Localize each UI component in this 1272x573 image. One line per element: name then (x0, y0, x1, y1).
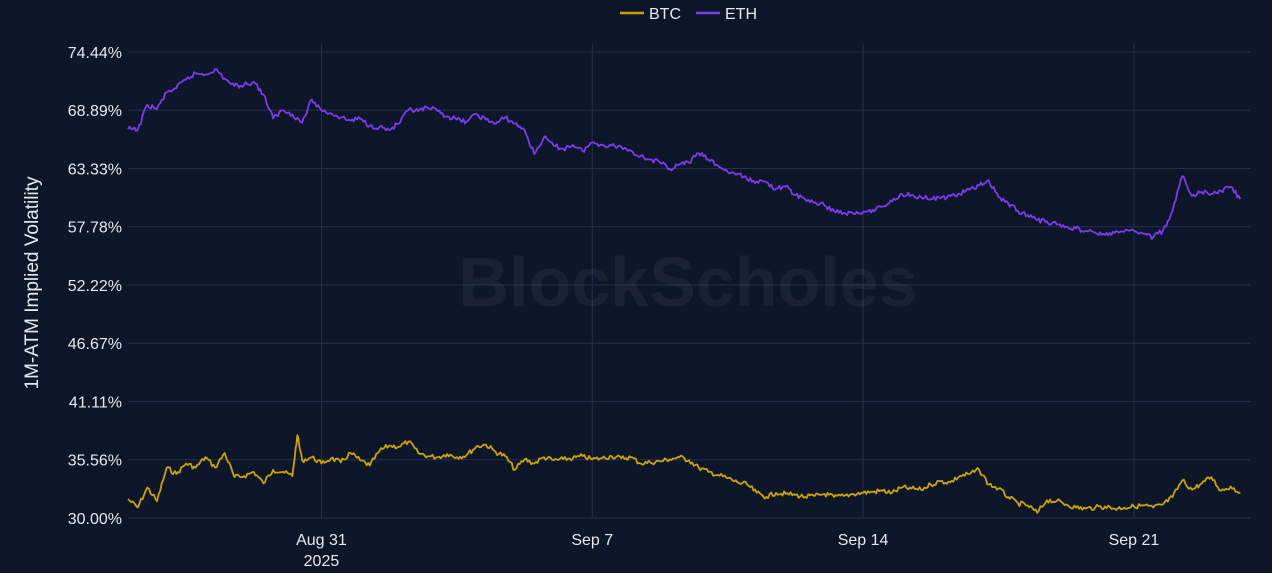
y-axis-ticks: 74.44% 68.89% 63.33% 57.78% 52.22% 46.67% 41.1… (68, 45, 122, 528)
y-tick-label: 63.33% (68, 162, 122, 179)
y-tick-label: 52.22% (68, 278, 122, 295)
y-axis-label: 1M-ATM Implied Volatility (22, 176, 43, 389)
y-tick-label: 68.89% (68, 103, 122, 120)
series-line-eth (127, 68, 1242, 240)
series-line-btc (127, 434, 1241, 514)
legend-item-eth[interactable]: ETH (696, 6, 757, 23)
y-tick-label: 41.11% (69, 395, 122, 412)
series-lines (127, 68, 1242, 514)
y-tick-label: 46.67% (68, 336, 122, 353)
x-axis-ticks: Aug 31 2025 Sep 7 Sep 14 Sep 21 (296, 532, 1160, 570)
legend[interactable]: BTC ETH (620, 6, 757, 23)
legend-item-btc[interactable]: BTC (620, 6, 681, 23)
y-tick-label: 57.78% (68, 220, 122, 237)
legend-label: BTC (649, 6, 681, 23)
y-tick-label: 35.56% (68, 453, 122, 470)
x-tick-label: Sep 21 (1109, 532, 1160, 549)
x-tick-label: Sep 14 (838, 532, 889, 549)
watermark-text: BlockScholes (458, 243, 917, 321)
x-tick-label: Sep 7 (571, 532, 613, 549)
x-tick-sublabel: 2025 (304, 553, 340, 568)
y-tick-label: 74.44% (68, 45, 122, 62)
y-tick-label: 30.00% (68, 511, 122, 528)
legend-label: ETH (725, 6, 757, 23)
x-tick-label: Aug 31 (296, 532, 347, 549)
